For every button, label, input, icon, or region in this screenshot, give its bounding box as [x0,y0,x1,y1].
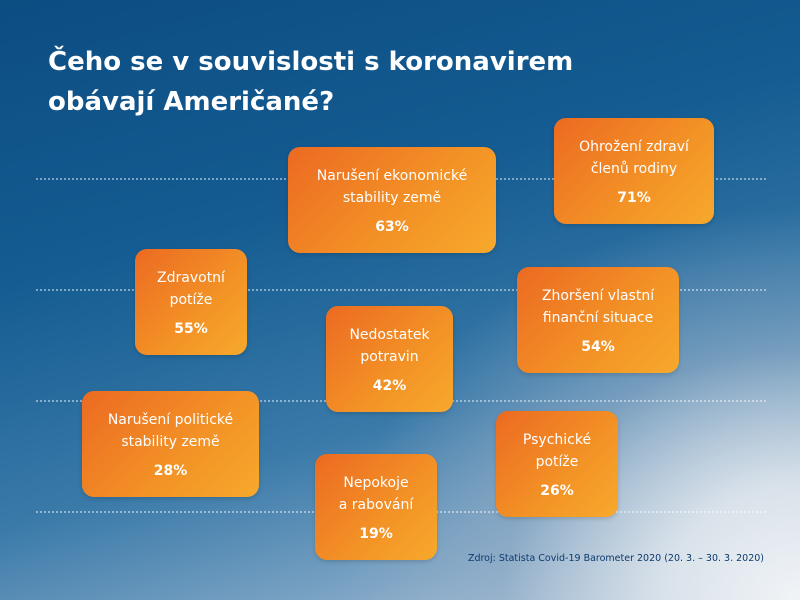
title-line-2: obávají Američané? [48,87,335,117]
card-label: Psychické potíže [522,432,592,470]
card-label: Nedostatek potravin [349,327,430,365]
card-label: Ohrožení zdraví členů rodiny [579,139,689,177]
card-label: Nepokoje a rabování [338,475,414,513]
card-health-issues: Zdravotní potíže 55% [135,249,247,355]
gridline [36,289,766,291]
source-note: Zdroj: Statista Covid-19 Barometer 2020 … [467,553,764,564]
card-value: 63% [375,219,409,235]
chart-title: Čeho se v souvislosti s koronavirem obáv… [48,42,668,122]
title-line-1: Čeho se v souvislosti s koronavirem [48,47,574,77]
card-value: 42% [372,378,407,394]
card-label: Narušení ekonomické stability země [316,168,468,206]
card-value: 71% [617,190,651,206]
card-mental-health: Psychické potíže 26% [496,411,618,517]
card-value: 28% [153,463,188,479]
card-value: 26% [540,483,574,499]
card-food-shortage: Nedostatek potravin 42% [326,306,453,412]
card-value: 55% [174,321,208,337]
card-economic-stability: Narušení ekonomické stability země 63% [288,147,496,253]
card-label: Zhoršení vlastní finanční situace [541,288,655,326]
card-label: Zdravotní potíže [157,270,225,308]
card-family-health: Ohrožení zdraví členů rodiny 71% [554,118,714,224]
card-label: Narušení politické stability země [107,412,234,450]
card-political-stability: Narušení politické stability země 28% [82,391,259,497]
card-unrest-looting: Nepokoje a rabování 19% [315,454,437,560]
card-value: 54% [581,339,615,355]
card-value: 19% [359,526,393,542]
card-personal-finance: Zhoršení vlastní finanční situace 54% [517,267,679,373]
